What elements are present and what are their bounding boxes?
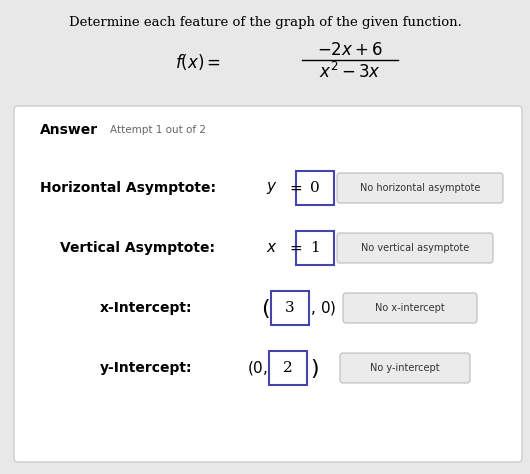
FancyBboxPatch shape	[271, 291, 309, 325]
FancyBboxPatch shape	[14, 106, 522, 462]
Text: $y$: $y$	[267, 180, 278, 196]
FancyBboxPatch shape	[343, 293, 477, 323]
Text: $=$: $=$	[287, 241, 303, 255]
Text: $x^2-3x$: $x^2-3x$	[319, 62, 381, 82]
Text: 0: 0	[310, 181, 320, 195]
Text: $-2x+6$: $-2x+6$	[317, 42, 383, 58]
Text: No x-intercept: No x-intercept	[375, 303, 445, 313]
Text: 1: 1	[310, 241, 320, 255]
FancyBboxPatch shape	[296, 231, 334, 265]
Text: No horizontal asymptote: No horizontal asymptote	[360, 183, 480, 193]
Text: Attempt 1 out of 2: Attempt 1 out of 2	[110, 125, 206, 135]
Text: $($: $($	[261, 297, 270, 319]
FancyBboxPatch shape	[337, 233, 493, 263]
Text: $)$: $)$	[310, 356, 319, 380]
FancyBboxPatch shape	[296, 171, 334, 205]
Text: $(0,$: $(0,$	[247, 359, 268, 377]
Text: No y-intercept: No y-intercept	[370, 363, 440, 373]
Text: Determine each feature of the graph of the given function.: Determine each feature of the graph of t…	[68, 16, 462, 28]
Text: Horizontal Asymptote:: Horizontal Asymptote:	[40, 181, 216, 195]
Text: $,\,0)$: $,\,0)$	[310, 299, 337, 317]
Text: 2: 2	[283, 361, 293, 375]
Text: $f(x) =$: $f(x) =$	[175, 52, 221, 72]
Text: $=$: $=$	[287, 181, 303, 195]
FancyBboxPatch shape	[269, 351, 307, 385]
Text: No vertical asymptote: No vertical asymptote	[361, 243, 469, 253]
FancyBboxPatch shape	[337, 173, 503, 203]
Text: $x$: $x$	[267, 241, 278, 255]
Text: 3: 3	[285, 301, 295, 315]
Text: x-Intercept:: x-Intercept:	[100, 301, 192, 315]
Text: Vertical Asymptote:: Vertical Asymptote:	[60, 241, 215, 255]
Text: y-Intercept:: y-Intercept:	[100, 361, 192, 375]
Text: Answer: Answer	[40, 123, 98, 137]
FancyBboxPatch shape	[340, 353, 470, 383]
